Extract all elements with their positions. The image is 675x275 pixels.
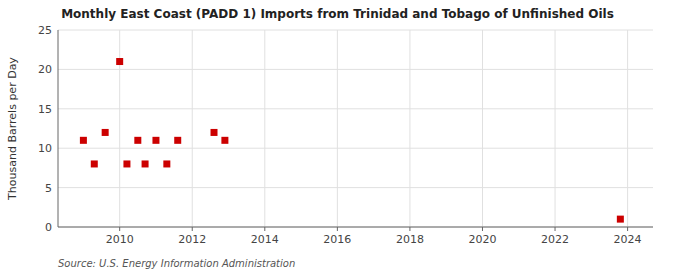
x-grid-line [482, 30, 483, 227]
y-grid-line [58, 148, 653, 149]
point [134, 137, 141, 144]
x-grid-line [409, 30, 410, 227]
grid [58, 30, 653, 227]
y-grid-line [58, 227, 653, 228]
x-tick [337, 227, 338, 231]
y-tick-label: 10 [38, 142, 52, 155]
x-grid-line [627, 30, 628, 227]
x-tick-label: 2012 [178, 233, 206, 246]
x-tick [409, 227, 410, 231]
x-tick-label: 2018 [396, 233, 424, 246]
point [116, 58, 123, 65]
x-grid-line [192, 30, 193, 227]
point [80, 137, 87, 144]
source: Source: U.S. Energy Information Administ… [58, 258, 295, 269]
x-grid-line [337, 30, 338, 227]
x-tick-label: 2024 [614, 233, 642, 246]
x-tick [627, 227, 628, 231]
x-tick [555, 227, 556, 231]
x-tick [119, 227, 120, 231]
x-grid-line [264, 30, 265, 227]
x-tick-label: 2010 [106, 233, 134, 246]
x-grid-line [555, 30, 556, 227]
y-tick-label: 0 [45, 221, 52, 234]
x-tick [482, 227, 483, 231]
point [91, 160, 98, 167]
point [221, 137, 228, 144]
point [163, 160, 170, 167]
chart: Monthly East Coast (PADD 1) Imports from… [0, 0, 675, 275]
point [174, 137, 181, 144]
y-grid-line [58, 69, 653, 70]
y-grid-line [58, 108, 653, 109]
y-grid-line [58, 30, 653, 31]
x-tick-label: 2020 [468, 233, 496, 246]
y-axis-line [58, 30, 59, 227]
x-tick [192, 227, 193, 231]
y-grid-line [58, 187, 653, 188]
point [142, 160, 149, 167]
points [80, 58, 624, 223]
y-tick-label: 15 [38, 103, 52, 116]
point [617, 216, 624, 223]
point [102, 129, 109, 136]
y-axis-label: Thousand Barrels per Day [6, 57, 19, 201]
x-tick-label: 2022 [541, 233, 569, 246]
x-tick-label: 2014 [251, 233, 279, 246]
point [123, 160, 130, 167]
x-axis-line [58, 227, 653, 228]
x-tick-label: 2016 [323, 233, 351, 246]
point [152, 137, 159, 144]
y-tick-label: 5 [45, 182, 52, 195]
point [211, 129, 218, 136]
y-tick-label: 20 [38, 63, 52, 76]
title: Monthly East Coast (PADD 1) Imports from… [61, 7, 614, 21]
x-tick [264, 227, 265, 231]
y-tick-label: 25 [38, 24, 52, 37]
